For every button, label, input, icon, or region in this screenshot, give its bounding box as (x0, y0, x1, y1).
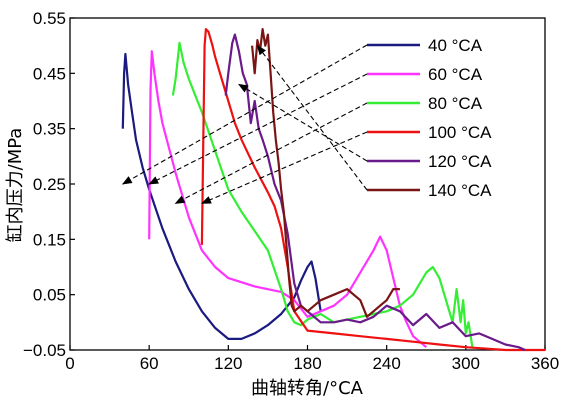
y-tick-label: 0.25 (33, 175, 66, 194)
y-tick-label: 0.35 (33, 120, 66, 139)
plot-area (121, 28, 545, 352)
x-tick-label: 360 (531, 354, 559, 373)
series-line-4 (200, 28, 545, 352)
x-tick-label: 60 (140, 354, 159, 373)
series-line-2 (148, 50, 428, 349)
y-tick-label: 0.55 (33, 9, 66, 28)
callout-arrow (148, 73, 368, 185)
callout-arrow (238, 83, 368, 162)
axes: 0 60 120 180 240 300 360 −0.05 0.05 0.15 0.25 0.35 0… (23, 9, 559, 373)
legend-callout-arrows (121, 44, 368, 204)
y-tick-label: 0.45 (33, 64, 66, 83)
series-line-1 (121, 52, 322, 340)
x-tick-label: 120 (214, 354, 242, 373)
x-tick-label: 240 (372, 354, 400, 373)
callout-arrow (256, 44, 368, 191)
legend-label: 40 °CA (428, 36, 483, 55)
callout-arrow (201, 131, 368, 204)
legend-label: 100 °CA (428, 123, 492, 142)
y-tick-label: 0.05 (33, 286, 66, 305)
series-line-6 (251, 28, 400, 318)
legend-label: 80 °CA (428, 94, 483, 113)
legend: 40 °CA 60 °CA 80 °CA 100 °CA 120 °CA 140 °CA (367, 36, 492, 200)
x-tick-label: 300 (452, 354, 480, 373)
y-tick-label: 0.15 (33, 230, 66, 249)
x-tick-label: 180 (293, 354, 321, 373)
callout-arrow (121, 44, 368, 185)
legend-label: 120 °CA (428, 152, 492, 171)
y-axis-title: 缸内压力/MPa (4, 128, 26, 243)
callout-arrow (174, 102, 368, 204)
series-line-3 (171, 41, 474, 348)
y-tick-label: −0.05 (23, 341, 66, 360)
legend-label: 60 °CA (428, 65, 483, 84)
x-axis-title: 曲轴转角/°CA (251, 378, 364, 399)
x-tick-label: 0 (65, 354, 74, 373)
legend-label: 140 °CA (428, 181, 492, 200)
